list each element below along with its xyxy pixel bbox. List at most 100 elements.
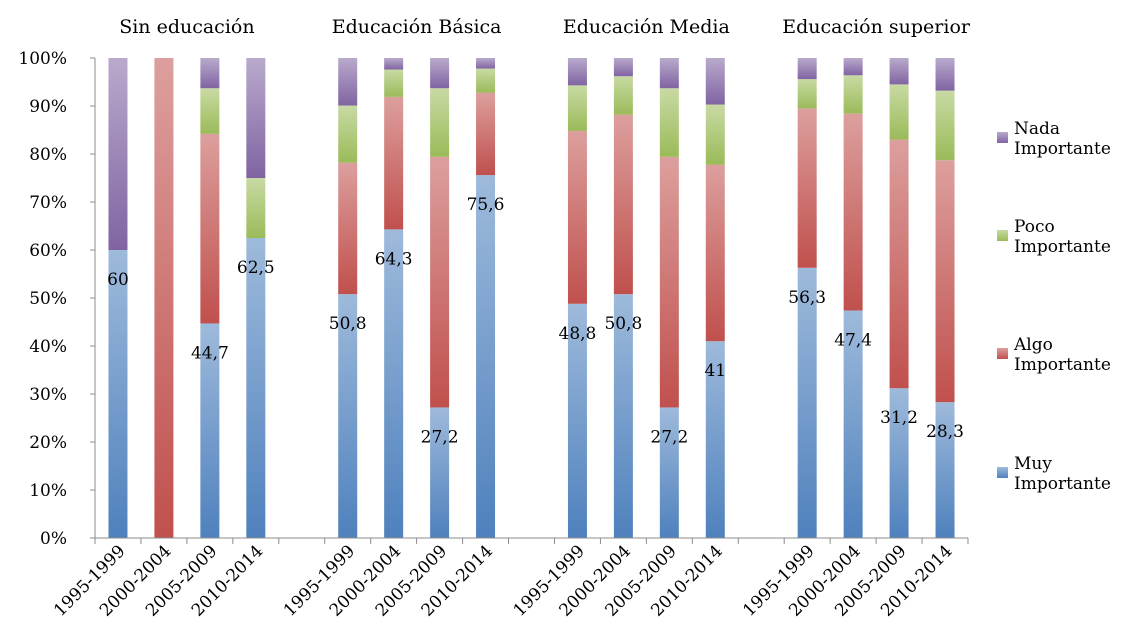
legend-label: Nada — [1014, 119, 1060, 139]
bar-segment-algo-importante — [200, 133, 220, 324]
legend: NadaImportantePocoImportanteAlgoImportan… — [997, 119, 1111, 494]
bar-segment-muy-importante — [567, 303, 587, 538]
group-title: Educación superior — [782, 16, 971, 38]
bar-segment-muy-importante — [430, 407, 450, 538]
bar-segment-poco-importante — [659, 88, 679, 157]
legend-swatch — [997, 348, 1008, 359]
legend-label: Algo — [1013, 335, 1053, 355]
bar-segment-muy-importante — [384, 229, 404, 539]
bar-segment-poco-importante — [476, 68, 496, 93]
bar-segment-muy-importante — [935, 402, 955, 538]
y-tick-label: 20% — [29, 433, 67, 453]
data-label: 50,8 — [604, 314, 642, 334]
bar-segment-poco-importante — [246, 178, 266, 238]
bar-segment-algo-importante — [889, 139, 909, 389]
y-tick-label: 40% — [29, 337, 67, 357]
bar-segment-nada-importante — [108, 58, 128, 250]
labels-layer: Sin educación Educación Básica Educación M… — [107, 16, 971, 447]
data-label: 41 — [704, 361, 726, 381]
group-title: Sin educación — [119, 16, 254, 38]
data-label: 48,8 — [559, 324, 597, 344]
bar-segment-poco-importante — [889, 84, 909, 140]
bar-segment-poco-importante — [935, 90, 955, 161]
bar-segment-algo-importante — [154, 58, 174, 538]
y-tick-label: 100% — [18, 49, 67, 69]
bar-segment-muy-importante — [338, 294, 358, 538]
bar-segment-nada-importante — [797, 58, 817, 80]
data-label: 75,6 — [467, 195, 505, 215]
y-tick-label: 0% — [40, 529, 67, 549]
bar-segment-nada-importante — [246, 58, 266, 178]
bar-segment-muy-importante — [889, 388, 909, 538]
bar-segment-poco-importante — [338, 105, 358, 163]
data-label: 47,4 — [834, 330, 872, 350]
bars-layer — [108, 58, 955, 539]
bar-segment-algo-importante — [659, 156, 679, 408]
bar-segment-nada-importante — [889, 58, 909, 85]
bar-segment-nada-importante — [430, 58, 450, 89]
data-label: 64,3 — [375, 249, 413, 269]
legend-swatch — [997, 132, 1008, 143]
bar-segment-nada-importante — [613, 58, 633, 77]
bar-segment-algo-importante — [430, 156, 450, 408]
y-tick-label: 50% — [29, 289, 67, 309]
bar-segment-algo-importante — [797, 108, 817, 268]
bar-segment-muy-importante — [843, 310, 863, 538]
group-title: Educación Media — [563, 16, 730, 38]
bar-segment-algo-importante — [613, 114, 633, 295]
y-tick-label: 80% — [29, 145, 67, 165]
bar-segment-muy-importante — [476, 175, 496, 538]
bar-segment-nada-importante — [476, 58, 496, 69]
y-tick-label: 60% — [29, 241, 67, 261]
legend-label: Importante — [1014, 139, 1111, 159]
bar-segment-nada-importante — [659, 58, 679, 89]
bar-segment-nada-importante — [567, 58, 587, 86]
data-label: 31,2 — [880, 408, 918, 428]
bar-segment-algo-importante — [338, 162, 358, 295]
legend-swatch — [997, 230, 1008, 241]
bar-segment-muy-importante — [705, 341, 725, 538]
bar-segment-poco-importante — [567, 85, 587, 131]
data-label: 60 — [107, 270, 129, 290]
bar-segment-muy-importante — [797, 267, 817, 538]
data-label: 62,5 — [237, 258, 275, 278]
bar-segment-poco-importante — [705, 104, 725, 165]
legend-swatch — [997, 467, 1008, 478]
legend-label: Importante — [1014, 474, 1111, 494]
bar-segment-algo-importante — [384, 96, 404, 230]
bar-segment-algo-importante — [705, 164, 725, 342]
data-label: 44,7 — [191, 343, 229, 363]
bar-segment-muy-importante — [246, 238, 266, 538]
bar-segment-poco-importante — [200, 88, 220, 134]
bar-segment-nada-importante — [935, 58, 955, 91]
bar-segment-nada-importante — [384, 58, 404, 70]
legend-label: Importante — [1014, 355, 1111, 375]
bar-segment-muy-importante — [200, 323, 220, 538]
bar-segment-algo-importante — [843, 113, 863, 311]
bar-segment-algo-importante — [476, 92, 496, 176]
data-label: 56,3 — [788, 288, 826, 308]
y-tick-label: 90% — [29, 97, 67, 117]
bar-segment-poco-importante — [843, 75, 863, 114]
bar-segment-nada-importante — [200, 58, 220, 89]
bar-segment-poco-importante — [430, 88, 450, 157]
bar-segment-nada-importante — [338, 58, 358, 106]
bar-segment-muy-importante — [659, 407, 679, 538]
legend-label: Poco — [1014, 217, 1055, 237]
bar-segment-poco-importante — [797, 79, 817, 109]
data-label: 50,8 — [329, 314, 367, 334]
bar-segment-poco-importante — [384, 69, 404, 97]
bar-segment-nada-importante — [705, 58, 725, 105]
bar-segment-nada-importante — [843, 58, 863, 76]
data-label: 27,2 — [421, 427, 459, 447]
y-tick-label: 10% — [29, 481, 67, 501]
legend-label: Muy — [1014, 454, 1052, 474]
y-tick-label: 30% — [29, 385, 67, 405]
bar-segment-algo-importante — [935, 160, 955, 403]
data-label: 27,2 — [650, 427, 688, 447]
bar-segment-algo-importante — [567, 130, 587, 304]
bar-segment-poco-importante — [613, 76, 633, 115]
group-title: Educación Básica — [332, 16, 502, 38]
